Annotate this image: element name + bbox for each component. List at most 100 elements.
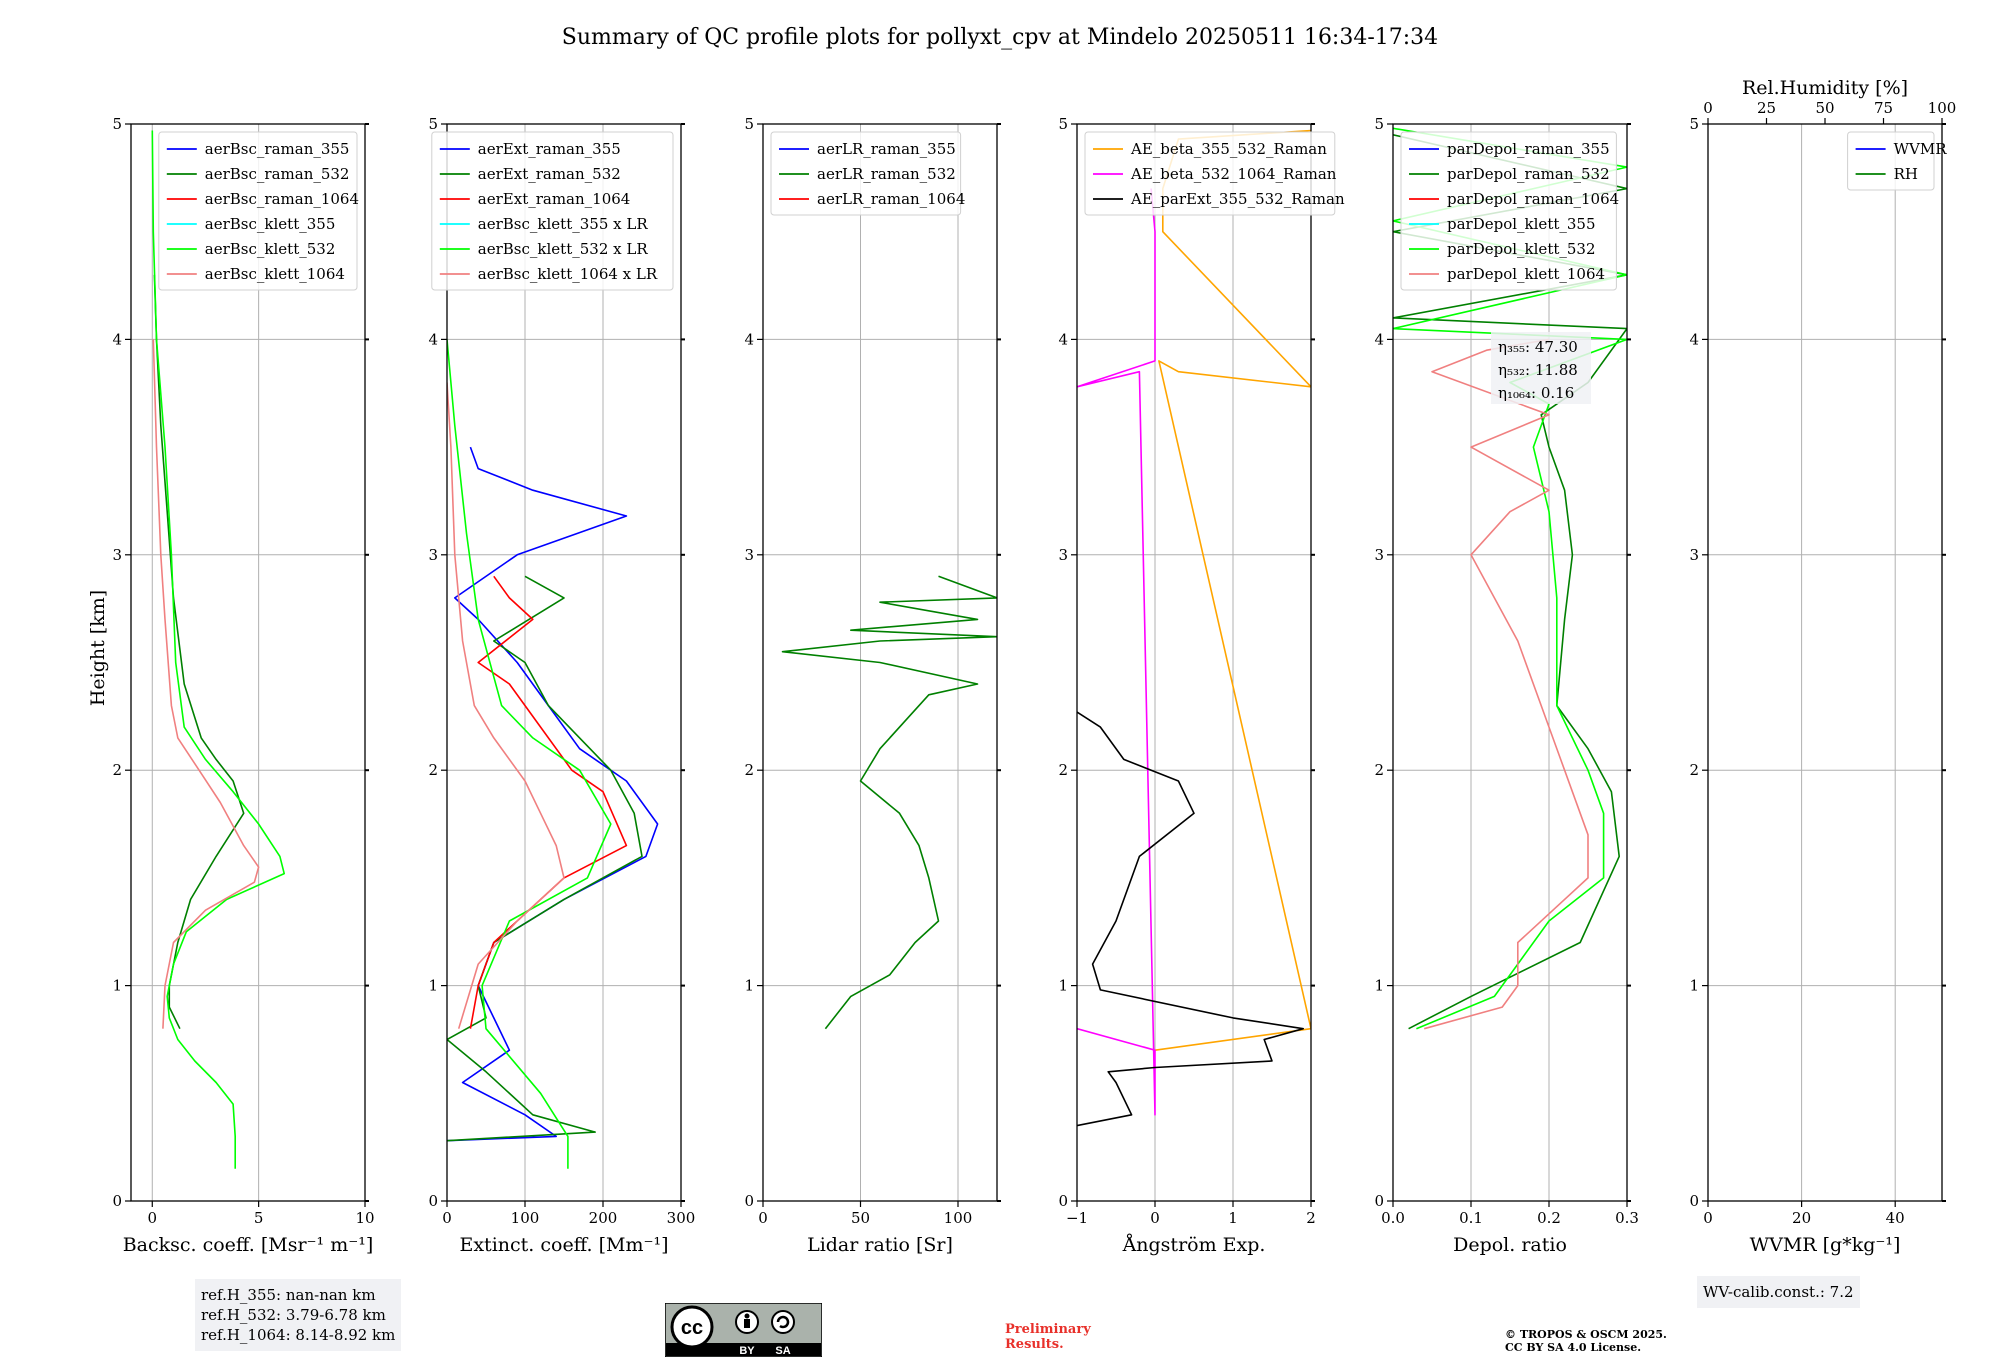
wv-calib-text: WV-calib.const.: 7.2 bbox=[1703, 1283, 1854, 1301]
y-tick-label: 1 bbox=[1058, 977, 1068, 995]
x-tick-label: 0 bbox=[758, 1209, 768, 1227]
top-tick-label: 25 bbox=[1757, 99, 1776, 117]
y-tick-label: 1 bbox=[428, 977, 438, 995]
cc-by-sa-badge: cc BY SA bbox=[665, 1303, 822, 1357]
panel-backscatter: 0 5 10 0 1 2 3 4 5 Backsc. coeff. [Msr⁻¹ m⁻¹] aerB… bbox=[112, 115, 374, 1256]
ref-heights-box: ref.H_355: nan-nan km ref.H_532: 3.79-6.… bbox=[195, 1279, 402, 1351]
x-tick-label: 0 bbox=[1150, 1209, 1160, 1227]
wv-calib-box: WV-calib.const.: 7.2 bbox=[1697, 1276, 1860, 1308]
eta-annotation-box: η₃₅₅: 47.30 η₅₃₂: 11.88 η₁₀₆₄: 0.16 bbox=[1491, 332, 1591, 404]
y-tick-label: 4 bbox=[1689, 330, 1699, 348]
plot-frame bbox=[1392, 123, 1628, 1202]
legend-entry: aerBsc_klett_532 x LR bbox=[478, 240, 649, 258]
y-tick-label: 2 bbox=[1374, 761, 1384, 779]
y-tick-label: 1 bbox=[112, 977, 122, 995]
y-tick-label: 5 bbox=[1374, 115, 1384, 133]
legend-entry: aerExt_raman_1064 bbox=[478, 190, 631, 208]
panel-depolarization: 0.0 0.1 0.2 0.3 0 1 2 3 4 5 Depol. ratio η₃₅₅: 47.3… bbox=[1374, 115, 1638, 1256]
top-tick-label: 0 bbox=[1703, 99, 1713, 117]
x-tick-label: 50 bbox=[851, 1209, 870, 1227]
legend-entry: aerBsc_raman_355 bbox=[205, 140, 350, 158]
top-tick-label: 75 bbox=[1874, 99, 1893, 117]
y-tick-label: 3 bbox=[428, 546, 438, 564]
series-group bbox=[781, 575, 997, 1030]
cc-logo-icon bbox=[670, 1305, 714, 1349]
panel-extinction: 0 100 200 300 0 1 2 3 4 5 Extinct. coeff. [Mm⁻¹] ae… bbox=[428, 115, 695, 1256]
x-tick-label: 40 bbox=[1886, 1209, 1905, 1227]
plot-frame bbox=[1707, 123, 1943, 1202]
legend-frame bbox=[1400, 131, 1617, 291]
x-tick-label: 0.1 bbox=[1459, 1209, 1483, 1227]
legend-frame bbox=[158, 131, 358, 291]
x-tick-label: 0.3 bbox=[1615, 1209, 1639, 1227]
y-tick-label: 3 bbox=[112, 546, 122, 564]
x-tick-label: 0 bbox=[1703, 1209, 1713, 1227]
y-tick-label: 4 bbox=[1058, 330, 1068, 348]
top-tick-label: 100 bbox=[1928, 99, 1957, 117]
series-line-aerBsc_klett_1064 bbox=[152, 339, 260, 1029]
y-axis-label: Height [km] bbox=[87, 590, 109, 706]
x-tick-label: 20 bbox=[1792, 1209, 1811, 1227]
y-tick-label: 5 bbox=[1689, 115, 1699, 133]
cc-logo-text: cc bbox=[681, 1317, 703, 1339]
legend-backscatter: aerBsc_raman_355 aerBsc_raman_532 aerBsc_r… bbox=[158, 131, 359, 291]
y-tick-label: 4 bbox=[744, 330, 754, 348]
y-tick-label: 2 bbox=[428, 761, 438, 779]
y-tick-label: 4 bbox=[112, 330, 122, 348]
legend-entry: AE_beta_355_532_Raman bbox=[1130, 140, 1327, 158]
copyright-note: © TROPOS & OSCM 2025. CC BY SA 4.0 Licen… bbox=[1505, 1328, 1667, 1354]
legend-extinction: aerExt_raman_355 aerExt_raman_532 aerExt_r… bbox=[431, 131, 674, 291]
x-tick-label: 0.2 bbox=[1537, 1209, 1561, 1227]
legend-angstrom: AE_beta_355_532_Raman AE_beta_532_1064_Ra… bbox=[1084, 131, 1345, 216]
y-tick-label: 0 bbox=[1058, 1192, 1068, 1210]
series-line-aerBsc_klett_532 x LR bbox=[447, 339, 612, 1169]
y-tick-label: 5 bbox=[428, 115, 438, 133]
legend-lidar_ratio: aerLR_raman_355 aerLR_raman_532 aerLR_rama… bbox=[770, 131, 965, 216]
secondary-x-axis-label: Rel.Humidity [%] bbox=[1742, 77, 1908, 99]
figure-title: Summary of QC profile plots for pollyxt_… bbox=[562, 25, 1438, 50]
y-tick-label: 3 bbox=[1374, 546, 1384, 564]
legend-entry: aerBsc_klett_355 bbox=[205, 215, 336, 233]
ref-height-1064: ref.H_1064: 8.14-8.92 km bbox=[201, 1326, 396, 1344]
legend-depolarization: parDepol_raman_355 parDepol_raman_532 parD… bbox=[1400, 131, 1619, 291]
preliminary-results-note: Preliminary Results. bbox=[1005, 1322, 1091, 1352]
y-tick-label: 5 bbox=[744, 115, 754, 133]
legend-entry: parDepol_klett_532 bbox=[1447, 240, 1596, 258]
y-tick-label: 0 bbox=[744, 1192, 754, 1210]
legend-entry: parDepol_raman_532 bbox=[1447, 165, 1610, 183]
legend-entry: AE_parExt_355_532_Raman bbox=[1130, 190, 1345, 208]
legend-entry: aerBsc_klett_355 x LR bbox=[478, 215, 649, 233]
plot-frame bbox=[446, 123, 682, 1202]
series-line-aerExt_raman_532 bbox=[447, 575, 643, 1142]
y-tick-label: 1 bbox=[1374, 977, 1384, 995]
y-tick-label: 5 bbox=[1058, 115, 1068, 133]
plot-frame bbox=[130, 123, 366, 1202]
y-tick-label: 1 bbox=[1689, 977, 1699, 995]
copyright-line-2: CC BY SA 4.0 License. bbox=[1505, 1341, 1642, 1354]
eta-annotation-0: η₃₅₅: 47.30 bbox=[1498, 338, 1578, 356]
legend-entry: aerBsc_klett_1064 x LR bbox=[478, 265, 658, 283]
x-tick-label: 5 bbox=[254, 1209, 264, 1227]
legend-entry: parDepol_klett_355 bbox=[1447, 215, 1596, 233]
y-tick-label: 3 bbox=[1689, 546, 1699, 564]
x-tick-label: 0 bbox=[442, 1209, 452, 1227]
legend-frame bbox=[431, 131, 674, 291]
preliminary-line-2: Results. bbox=[1005, 1337, 1064, 1352]
y-tick-label: 2 bbox=[1058, 761, 1068, 779]
by-person-body bbox=[744, 1319, 750, 1328]
preliminary-line-1: Preliminary bbox=[1005, 1322, 1091, 1337]
y-tick-label: 1 bbox=[744, 977, 754, 995]
y-tick-label: 2 bbox=[744, 761, 754, 779]
x-axis-label: Backsc. coeff. [Msr⁻¹ m⁻¹] bbox=[123, 1234, 374, 1256]
x-tick-label: 0.0 bbox=[1381, 1209, 1405, 1227]
series-line-aerBsc_klett_1064 x LR bbox=[447, 382, 565, 1029]
legend-water_vapor: WVMR RH bbox=[1847, 131, 1947, 191]
series-line-aerExt_raman_355 bbox=[447, 446, 659, 1142]
x-axis-label: Depol. ratio bbox=[1453, 1234, 1567, 1256]
legend-frame bbox=[770, 131, 962, 216]
legend-entry: AE_beta_532_1064_Raman bbox=[1130, 165, 1337, 183]
legend-entry: aerBsc_raman_532 bbox=[205, 165, 350, 183]
